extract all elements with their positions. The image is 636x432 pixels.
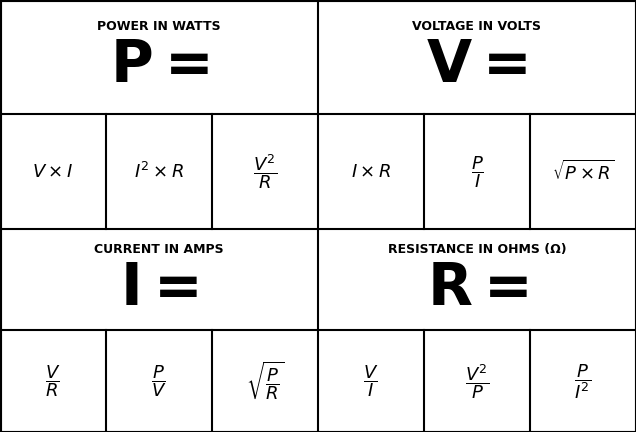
Text: $\mathbf{V=}$: $\mathbf{V=}$	[426, 38, 528, 94]
Text: $\mathbf{I=}$: $\mathbf{I=}$	[120, 260, 198, 317]
Text: $\mathbf{R=}$: $\mathbf{R=}$	[427, 260, 527, 317]
Text: $\sqrt{P \times R}$: $\sqrt{P \times R}$	[552, 160, 614, 184]
Text: $\dfrac{V}{I}$: $\dfrac{V}{I}$	[363, 363, 378, 399]
Text: CURRENT IN AMPS: CURRENT IN AMPS	[94, 243, 224, 256]
Text: $I \times R$: $I \times R$	[351, 163, 391, 181]
Text: RESISTANCE IN OHMS (Ω): RESISTANCE IN OHMS (Ω)	[388, 243, 566, 256]
Text: $\sqrt{\dfrac{P}{R}}$: $\sqrt{\dfrac{P}{R}}$	[246, 360, 284, 403]
Text: $\dfrac{V}{R}$: $\dfrac{V}{R}$	[45, 363, 60, 399]
Text: $\mathbf{P=}$: $\mathbf{P=}$	[109, 38, 209, 94]
Text: $\dfrac{P}{I}$: $\dfrac{P}{I}$	[471, 154, 483, 190]
Text: $V \times I$: $V \times I$	[32, 163, 74, 181]
Text: POWER IN WATTS: POWER IN WATTS	[97, 20, 221, 34]
Text: $\dfrac{V^2}{R}$: $\dfrac{V^2}{R}$	[253, 152, 277, 191]
Text: $I^2 \times R$: $I^2 \times R$	[134, 162, 184, 182]
Text: $\dfrac{V^2}{P}$: $\dfrac{V^2}{P}$	[465, 362, 489, 400]
Text: $\dfrac{P}{V}$: $\dfrac{P}{V}$	[151, 363, 167, 399]
Text: $\dfrac{P}{I^2}$: $\dfrac{P}{I^2}$	[574, 362, 591, 400]
Text: VOLTAGE IN VOLTS: VOLTAGE IN VOLTS	[413, 20, 541, 34]
